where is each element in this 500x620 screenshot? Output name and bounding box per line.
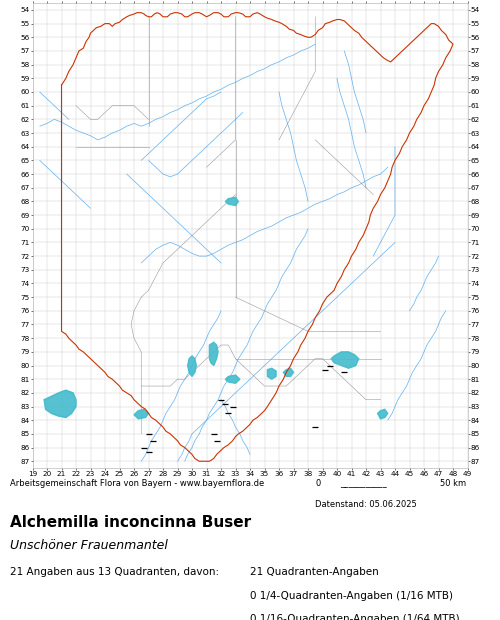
- Polygon shape: [378, 409, 388, 419]
- Text: Unschöner Frauenmantel: Unschöner Frauenmantel: [10, 539, 168, 552]
- Text: Alchemilla inconcinna Buser: Alchemilla inconcinna Buser: [10, 515, 251, 529]
- Text: 21 Angaben aus 13 Quadranten, davon:: 21 Angaben aus 13 Quadranten, davon:: [10, 567, 219, 577]
- Text: ___________: ___________: [340, 479, 387, 489]
- Text: 0 1/4-Quadranten-Angaben (1/16 MTB): 0 1/4-Quadranten-Angaben (1/16 MTB): [250, 591, 453, 601]
- Text: 0 1/16-Quadranten-Angaben (1/64 MTB): 0 1/16-Quadranten-Angaben (1/64 MTB): [250, 614, 460, 620]
- Polygon shape: [210, 342, 218, 366]
- Polygon shape: [284, 368, 294, 376]
- Text: 0: 0: [315, 479, 320, 489]
- Text: 21 Quadranten-Angaben: 21 Quadranten-Angaben: [250, 567, 379, 577]
- Text: 50 km: 50 km: [440, 479, 466, 489]
- Text: Datenstand: 05.06.2025: Datenstand: 05.06.2025: [315, 500, 417, 510]
- Text: Arbeitsgemeinschaft Flora von Bayern - www.bayernflora.de: Arbeitsgemeinschaft Flora von Bayern - w…: [10, 479, 264, 489]
- Polygon shape: [331, 352, 359, 368]
- Polygon shape: [268, 368, 276, 379]
- Polygon shape: [134, 409, 148, 419]
- Polygon shape: [226, 375, 240, 383]
- Polygon shape: [44, 390, 76, 417]
- Polygon shape: [188, 356, 196, 376]
- Polygon shape: [226, 197, 238, 205]
